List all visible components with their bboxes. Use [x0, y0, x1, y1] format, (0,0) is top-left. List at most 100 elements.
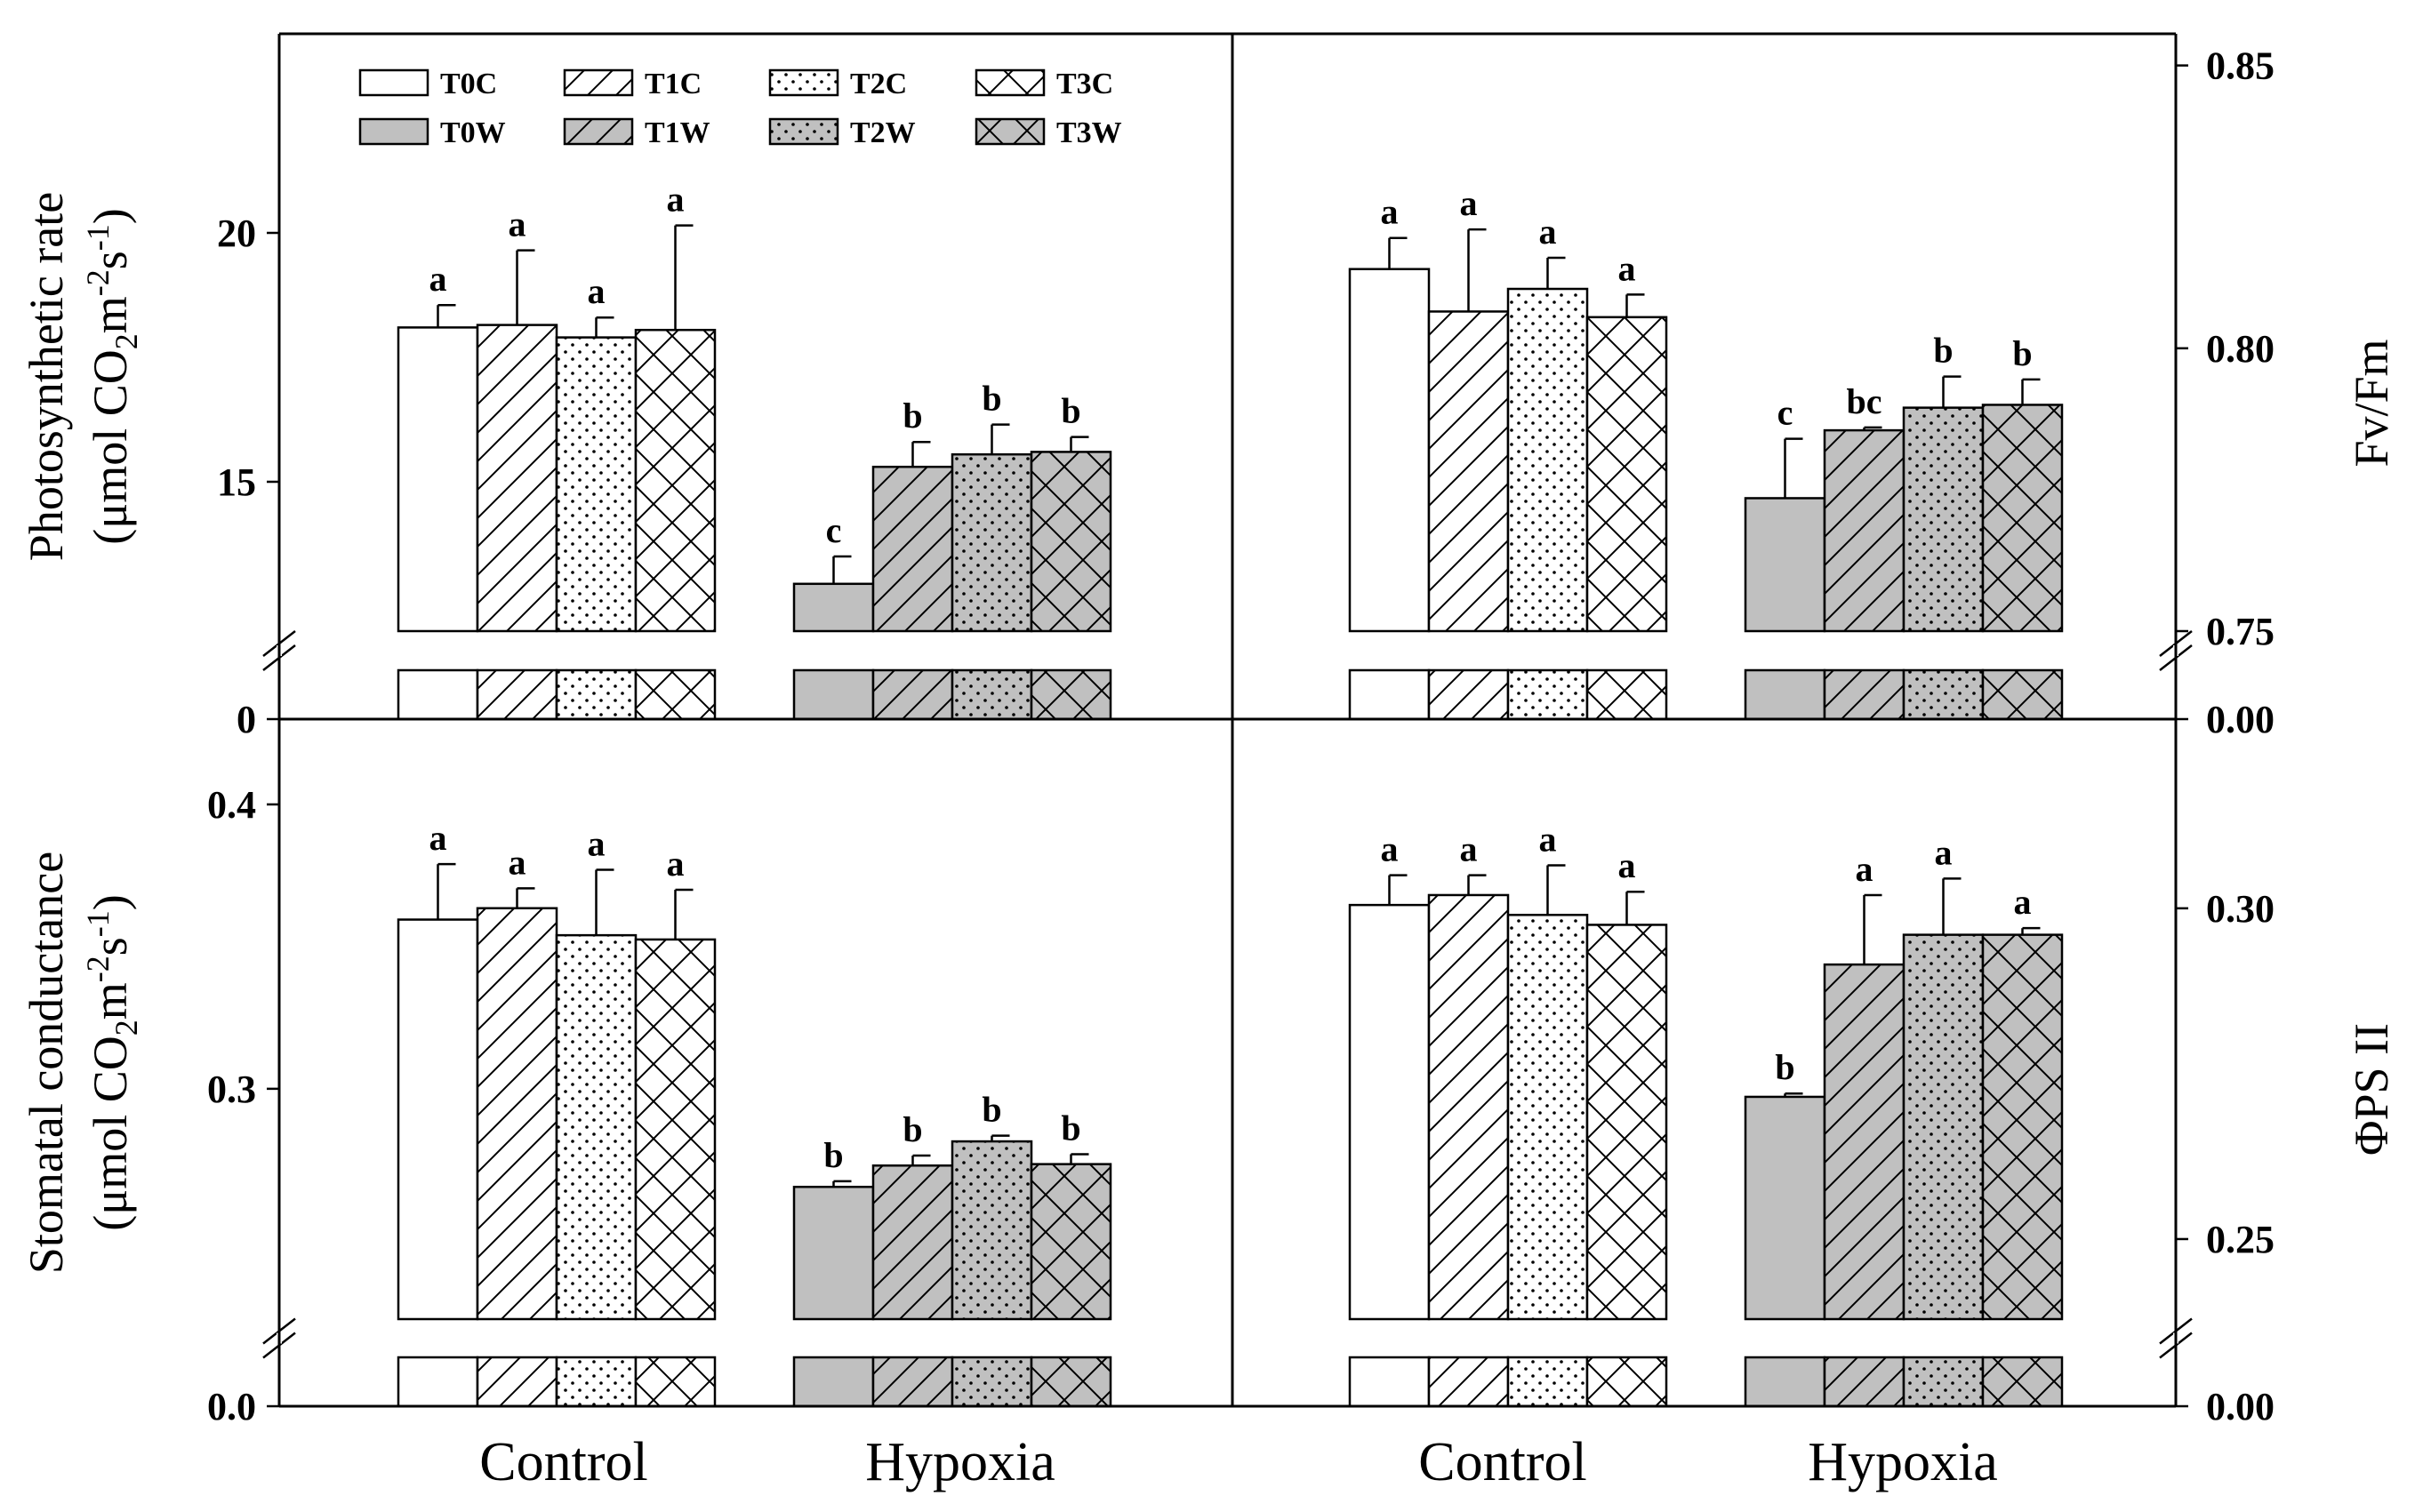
- bar-pattern: [1508, 915, 1587, 1319]
- sig-letter-t2c: a: [588, 824, 606, 864]
- bar-stub-pattern: [1825, 670, 1904, 719]
- bar-pattern: [1587, 924, 1666, 1319]
- bar-t0w: b: [792, 1135, 875, 1408]
- bar-stub-pattern: [873, 1357, 952, 1406]
- bar-stub-fill: [794, 670, 873, 719]
- bar-t2c: a: [555, 271, 638, 721]
- tick-15: 15: [217, 460, 279, 504]
- sig-letter-t1w: b: [903, 396, 922, 436]
- bar-t2c: a: [1506, 212, 1589, 721]
- tick-label: 0.75: [2206, 610, 2275, 653]
- y-axis-title-line2: (μmol CO2m-2s-1): [80, 894, 144, 1230]
- x-category-labels: Control Hypoxia Control Hypoxia: [479, 1432, 1997, 1492]
- panel-photosynthetic: a a a a c b b b 0 15 20 Photosynthetic rate (μmol CO…: [20, 180, 1112, 741]
- tick-label: 0.80: [2206, 327, 2275, 371]
- sig-letter-t3w: a: [2014, 882, 2032, 922]
- bar-pattern: [1587, 316, 1666, 631]
- bar-t0w: b: [1744, 1047, 1826, 1408]
- legend-label: T2C: [850, 68, 907, 100]
- legend-label: T0C: [440, 68, 497, 100]
- y-axis-title-part: m: [84, 982, 137, 1020]
- bar-t3w: b: [1981, 333, 2064, 721]
- legend-swatch-pattern: [976, 119, 1044, 144]
- bar-t3c: a: [1585, 248, 1668, 721]
- tick-label: 0.00: [2206, 1385, 2275, 1428]
- y-axis-title-part: (μmol CO: [84, 349, 137, 544]
- legend-swatch-outline: [358, 117, 429, 146]
- sig-letter-t3w: b: [2012, 333, 2032, 373]
- bar-stub-pattern: [1031, 670, 1111, 719]
- x-category-hypoxia-left: Hypoxia: [865, 1432, 1055, 1492]
- bar-t0c: a: [1348, 829, 1431, 1408]
- y-axis-title-phipsii: ΦPS II: [2345, 1023, 2398, 1156]
- bar-stub-fill: [1350, 1357, 1429, 1406]
- bar-stub-pattern: [1825, 1357, 1904, 1406]
- bar-t1c: a: [1427, 829, 1510, 1408]
- bar-stub-pattern: [1429, 1357, 1508, 1406]
- sig-letter-t3c: a: [1618, 845, 1636, 885]
- bar-t1c: a: [476, 842, 558, 1408]
- legend-label: T3W: [1056, 116, 1122, 149]
- bar-t3w: b: [1030, 391, 1112, 721]
- bar-stub-fill: [398, 670, 477, 719]
- sig-letter-t0c: a: [429, 259, 447, 299]
- bar-pattern: [952, 454, 1031, 631]
- bar-t3c: a: [634, 844, 717, 1408]
- y-axis-title-part: -1: [80, 910, 116, 937]
- tick-label: 0.4: [207, 783, 256, 827]
- bar-stub-pattern: [1904, 1357, 1983, 1406]
- legend-label: T3C: [1056, 68, 1113, 100]
- legend-swatch-outline: [975, 68, 1046, 97]
- tick-label: 0.25: [2206, 1218, 2275, 1261]
- sig-letter-t2c: a: [1539, 212, 1557, 252]
- tick-0-00: 0.00: [2176, 698, 2275, 741]
- bar-pattern: [1429, 311, 1508, 631]
- sig-letter-t0w: b: [1775, 1047, 1794, 1087]
- tick-0-85: 0.85: [2176, 44, 2275, 88]
- bar-fill: [1745, 498, 1825, 631]
- bar-t0c: a: [397, 259, 479, 721]
- bar-t1c: a: [1427, 183, 1510, 721]
- sig-letter-t1c: a: [509, 842, 526, 882]
- y-axis-title-part: 2: [108, 1020, 144, 1036]
- sig-letter-t1w: bc: [1847, 381, 1882, 421]
- bar-fill: [1350, 268, 1429, 631]
- bar-stub-pattern: [477, 1357, 557, 1406]
- tick-label: 0.30: [2206, 887, 2275, 931]
- bar-pattern: [477, 908, 557, 1319]
- legend-swatch-outline: [768, 117, 839, 146]
- tick-label: 15: [217, 460, 256, 504]
- y-axis-title-part: ): [84, 208, 137, 224]
- y-axis-title: ΦPS II: [2345, 1023, 2398, 1156]
- sig-letter-t3w: b: [1061, 1108, 1080, 1148]
- legend-swatch-outline: [563, 117, 634, 146]
- sig-letter-t1c: a: [1460, 183, 1478, 223]
- tick-0-25: 0.25: [2176, 1218, 2275, 1261]
- sig-letter-t2c: a: [588, 271, 606, 311]
- bar-stub-fill: [1745, 670, 1825, 719]
- legend-label: T0W: [440, 116, 506, 149]
- x-category-control-left: Control: [479, 1432, 647, 1492]
- tick-label: 0.0: [207, 1385, 256, 1428]
- bar-t2w: b: [1902, 331, 1985, 721]
- sig-letter-t3w: b: [1061, 391, 1080, 431]
- y-axis-title-part: s: [84, 251, 137, 269]
- legend-swatch-pattern: [565, 70, 632, 95]
- x-category-hypoxia-right: Hypoxia: [1808, 1432, 1998, 1492]
- legend-swatch-pattern: [565, 119, 632, 144]
- legend-entry-t2w: T2W: [768, 116, 916, 149]
- figure-frame: [277, 32, 2178, 1408]
- bar-stub-fill: [398, 1357, 477, 1406]
- y-axis-title-fvfm: Fv/Fm: [2345, 339, 2398, 467]
- bar-t1w: bc: [1823, 381, 1906, 721]
- y-axis-title-part: -2: [80, 269, 116, 296]
- bar-stub-pattern: [1587, 1357, 1666, 1406]
- bar-t1w: b: [871, 396, 954, 721]
- bar-stub-pattern: [952, 670, 1031, 719]
- sig-letter-t0w: c: [1777, 393, 1793, 433]
- tick-0-3: 0.3: [207, 1068, 279, 1111]
- sig-letter-t0c: a: [429, 818, 447, 858]
- bar-pattern: [557, 935, 636, 1319]
- y-axis-title-part: (μmol CO: [84, 1036, 137, 1230]
